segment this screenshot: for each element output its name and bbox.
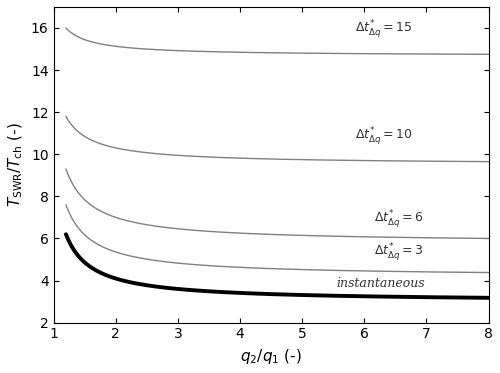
Text: $\Delta t_{\Delta q}^{*}= 6$: $\Delta t_{\Delta q}^{*}= 6$	[374, 208, 424, 230]
Text: instantaneous: instantaneous	[336, 277, 425, 290]
Y-axis label: $T_{\mathrm{SWR}}/T_{\mathrm{ch}}$ (-): $T_{\mathrm{SWR}}/T_{\mathrm{ch}}$ (-)	[7, 122, 26, 207]
X-axis label: $q_2/q_1$ (-): $q_2/q_1$ (-)	[240, 347, 302, 366]
Text: $\Delta t_{\Delta q}^{*}= 3$: $\Delta t_{\Delta q}^{*}= 3$	[374, 241, 423, 263]
Text: $\Delta t_{\Delta q}^{*}= 10$: $\Delta t_{\Delta q}^{*}= 10$	[355, 125, 412, 147]
Text: $\Delta t_{\Delta q}^{*}= 15$: $\Delta t_{\Delta q}^{*}= 15$	[355, 18, 412, 40]
